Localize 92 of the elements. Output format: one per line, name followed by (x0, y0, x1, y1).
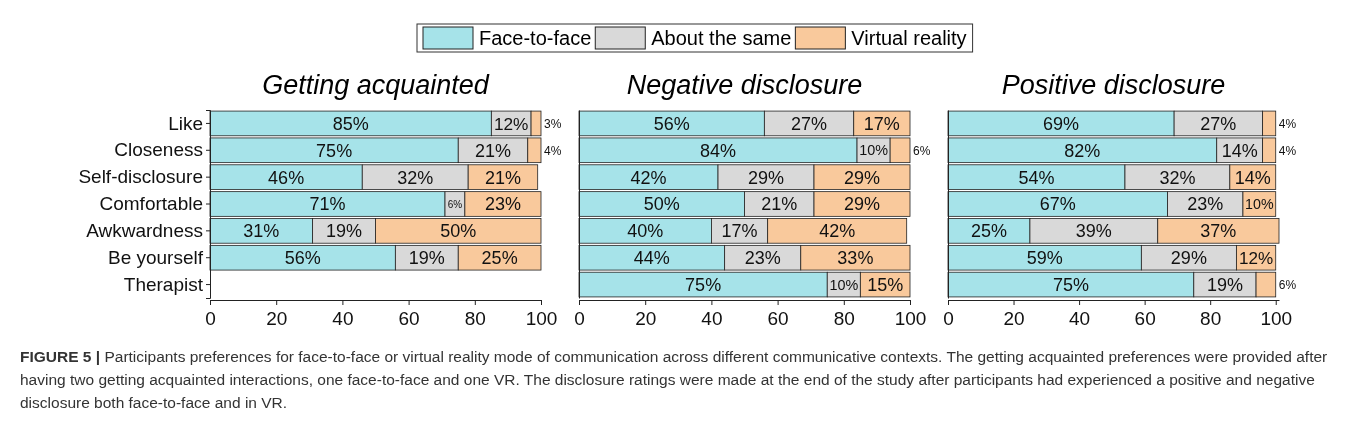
x-tick-label: 60 (398, 308, 420, 330)
data-label: 59% (1026, 248, 1063, 269)
data-label: 50% (440, 221, 477, 242)
data-label: 17% (721, 221, 758, 242)
data-label: 32% (397, 167, 434, 188)
data-label: 50% (643, 194, 680, 215)
data-label: 75% (316, 140, 353, 161)
data-label: 40% (627, 221, 664, 242)
x-tick-label: 40 (701, 308, 723, 330)
data-label: 29% (843, 167, 881, 188)
data-label: 19% (1206, 275, 1243, 296)
data-label: 37% (1200, 221, 1237, 242)
y-tick-label: Awkwardness (86, 219, 203, 241)
data-label: 31% (243, 221, 280, 242)
data-label: 82% (1064, 140, 1101, 161)
x-tick-label: 20 (266, 308, 288, 330)
data-label: 19% (408, 248, 445, 269)
data-label: 4% (1278, 116, 1297, 131)
data-label: 3% (544, 116, 562, 131)
data-label: 4% (1278, 143, 1297, 158)
data-label: 29% (748, 167, 785, 188)
x-tick-label: 80 (833, 308, 855, 330)
data-label: 75% (1052, 275, 1089, 296)
data-label: 14% (1221, 140, 1258, 161)
data-label: 14% (1234, 167, 1271, 188)
x-tick-label: 0 (205, 308, 216, 330)
x-tick-label: 100 (894, 308, 927, 330)
x-tick-label: 60 (767, 308, 789, 330)
x-tick-label: 0 (943, 308, 954, 330)
data-label: 71% (309, 194, 346, 215)
data-label: 56% (653, 113, 690, 134)
data-label: 42% (630, 167, 667, 188)
data-label: 17% (863, 113, 900, 134)
data-label: 29% (843, 194, 881, 215)
y-tick-label: Closeness (114, 139, 203, 161)
data-label: 27% (791, 113, 828, 134)
legend-label: Virtual reality (851, 27, 967, 50)
data-label: 27% (1200, 113, 1237, 134)
data-label: 54% (1018, 167, 1055, 188)
data-label: 23% (484, 194, 521, 215)
data-label: 21% (484, 167, 521, 188)
data-label: 10% (859, 142, 889, 159)
x-tick-label: 20 (635, 308, 657, 330)
data-label: 25% (481, 248, 518, 269)
chart-title: Getting acquainted (262, 70, 490, 100)
legend-label: Face-to-face (479, 27, 592, 50)
data-label: 6% (1278, 277, 1297, 292)
y-tick-label: Therapist (123, 273, 204, 295)
y-tick-label: Like (168, 112, 203, 134)
data-label: 56% (284, 248, 321, 269)
data-label: 21% (761, 194, 798, 215)
y-tick-label: Be yourself (107, 246, 204, 268)
x-tick-label: 0 (574, 308, 585, 330)
data-label: 29% (1170, 248, 1207, 269)
data-label: 69% (1043, 113, 1080, 134)
x-tick-label: 20 (1003, 308, 1025, 330)
x-tick-label: 40 (332, 308, 354, 330)
data-label: 33% (837, 248, 874, 269)
data-label: 15% (867, 275, 904, 296)
data-label: 21% (474, 140, 512, 161)
data-label: 19% (326, 221, 363, 242)
data-label: 10% (1245, 196, 1274, 213)
x-tick-label: 100 (1260, 308, 1293, 330)
data-label: 6% (913, 143, 931, 158)
data-label: 23% (744, 248, 781, 269)
y-tick-label: Self-disclosure (78, 166, 203, 188)
chart-title: Negative disclosure (626, 70, 863, 100)
data-label: 46% (268, 167, 305, 188)
x-tick-label: 80 (1200, 308, 1222, 330)
data-label: 84% (700, 140, 737, 161)
data-label: 39% (1075, 221, 1112, 242)
chart-title: Positive disclosure (1001, 70, 1226, 100)
data-label: 10% (829, 276, 859, 293)
data-label: 44% (633, 248, 670, 269)
x-tick-label: 60 (1134, 308, 1156, 330)
x-tick-label: 40 (1069, 308, 1091, 330)
y-tick-label: Comfortable (99, 193, 203, 215)
data-label: 67% (1039, 194, 1076, 215)
x-tick-label: 80 (464, 308, 486, 330)
data-label: 6% (447, 198, 463, 210)
data-label: 12% (493, 113, 529, 134)
data-label: 12% (1238, 248, 1274, 268)
data-label: 42% (819, 221, 856, 242)
legend-label: About the same (651, 27, 792, 50)
data-label: 75% (685, 275, 722, 296)
data-label: 23% (1187, 194, 1224, 215)
data-label: 32% (1159, 167, 1196, 188)
data-label: 25% (970, 221, 1007, 242)
data-label: 4% (544, 143, 562, 158)
caption: FIGURE 5 | Participants preferences for face-to-face or virtual reality mode of communication across different communicative contexts. The getting acquainted preferences were provided after having two getting acquainted interactions, one face-to-face and one VR. The disclosure ratings were made at the end of the study after participants had experienced a positive and negative disclosure both face-to-face and in VR. (20, 348, 1328, 411)
data-label: 85% (332, 113, 369, 134)
x-tick-label: 100 (525, 308, 558, 330)
